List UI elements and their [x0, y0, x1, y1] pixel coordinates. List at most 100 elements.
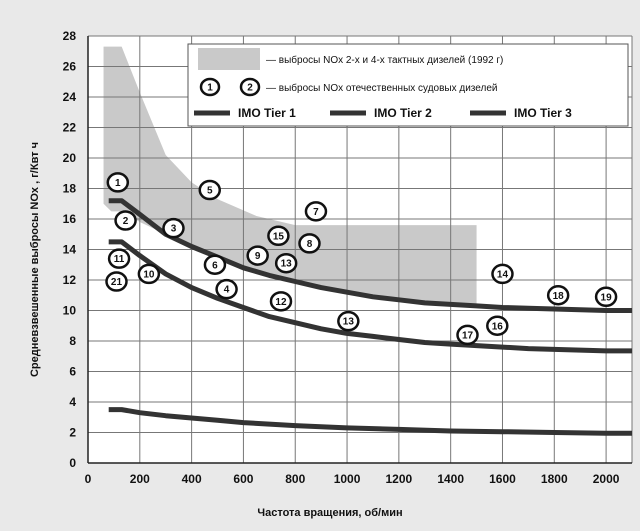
engine-marker: 13 — [274, 252, 298, 274]
marker-circle — [215, 278, 238, 300]
engine-marker: 19 — [594, 286, 618, 308]
legend-marker-sample-label: 1 — [207, 83, 213, 94]
marker-circle — [162, 217, 185, 239]
y-axis-title: Средневзвешенные выбросы NOx , г/Квт ч — [29, 142, 41, 377]
legend-marker-sample — [199, 77, 221, 97]
marker-label: 18 — [553, 291, 565, 302]
y-tick-label: 8 — [69, 334, 76, 348]
engine-marker: 10 — [137, 263, 161, 285]
marker-label: 9 — [255, 251, 261, 262]
marker-circle — [456, 324, 479, 346]
y-tick-label: 6 — [69, 365, 76, 379]
y-tick-label: 2 — [69, 426, 76, 440]
marker-circle — [269, 291, 293, 312]
engine-marker: 17 — [456, 324, 479, 346]
y-tick-label: 24 — [63, 90, 77, 104]
marker-circle — [337, 310, 360, 332]
engine-marker: 3 — [162, 217, 185, 239]
legend-marker-sample-label: 2 — [247, 83, 253, 94]
x-tick-label: 1600 — [489, 472, 516, 486]
legend-label-tier-3: IMO Tier 3 — [514, 106, 572, 120]
engine-marker: 1 — [106, 172, 130, 193]
marker-label: 1 — [115, 178, 121, 189]
x-tick-label: 400 — [182, 472, 202, 486]
marker-circle — [198, 179, 222, 201]
marker-circle — [491, 263, 514, 285]
marker-circle — [137, 263, 161, 285]
x-tick-label: 600 — [233, 472, 253, 486]
marker-circle — [203, 254, 227, 275]
engine-marker: 9 — [246, 245, 269, 266]
marker-circle — [298, 233, 321, 254]
marker-label: 5 — [207, 186, 213, 197]
marker-circle — [304, 201, 328, 222]
legend-box — [187, 43, 629, 127]
marker-circle — [106, 172, 130, 193]
marker-label: 17 — [462, 330, 474, 341]
engine-marker: 8 — [298, 233, 321, 254]
engine-marker: 5 — [198, 179, 222, 201]
y-tick-label: 10 — [63, 304, 77, 318]
engine-marker: 6 — [203, 254, 227, 275]
y-tick-label: 0 — [69, 456, 76, 470]
series-line-tier-2 — [108, 239, 632, 354]
legend-band-label: — выбросы NOx 2-х и 4-х тактных дизелей … — [266, 54, 503, 66]
y-tick-label: 18 — [63, 182, 77, 196]
marker-label: 11 — [114, 254, 125, 265]
marker-label: 10 — [143, 269, 155, 280]
series-line-tier-3 — [108, 407, 632, 436]
marker-label: 2 — [123, 216, 129, 227]
x-tick-label: 0 — [85, 472, 92, 486]
marker-label: 7 — [313, 207, 319, 218]
marker-label: 16 — [492, 321, 504, 332]
legend-marker-sample — [239, 77, 261, 97]
y-tick-label: 16 — [63, 212, 77, 226]
x-tick-label: 1800 — [541, 472, 568, 486]
marker-label: 13 — [281, 259, 293, 270]
marker-circle — [107, 248, 131, 269]
marker-label: 21 — [111, 277, 123, 288]
marker-circle — [267, 225, 290, 247]
engine-marker: 7 — [304, 201, 328, 222]
x-tick-label: 800 — [285, 472, 305, 486]
engine-marker: 14 — [491, 263, 514, 285]
engine-marker: 2 — [114, 210, 137, 231]
marker-label: 15 — [273, 231, 285, 242]
x-tick-label: 200 — [130, 472, 150, 486]
y-tick-label: 12 — [63, 273, 77, 287]
engine-marker: 18 — [546, 285, 570, 306]
y-tick-label: 4 — [69, 395, 76, 409]
legend-band-swatch — [198, 48, 260, 70]
series-line-tier-1 — [108, 198, 632, 313]
x-tick-label: 1200 — [386, 472, 413, 486]
engine-marker: 21 — [105, 271, 128, 292]
marker-label: 8 — [307, 239, 313, 250]
marker-label: 3 — [171, 224, 177, 235]
marker-circle — [594, 286, 618, 308]
marker-label: 14 — [497, 269, 509, 280]
engine-marker: 13 — [337, 310, 360, 332]
legend-label-tier-1: IMO Tier 1 — [238, 106, 296, 120]
marker-label: 6 — [212, 260, 218, 271]
legend-marker-label: — выбросы NOx отечественных судовых дизе… — [266, 82, 497, 94]
marker-label: 13 — [343, 317, 355, 328]
y-tick-label: 22 — [63, 121, 77, 135]
y-tick-label: 28 — [63, 29, 77, 43]
x-tick-label: 1000 — [334, 472, 361, 486]
legend-label-tier-2: IMO Tier 2 — [374, 106, 432, 120]
y-tick-label: 26 — [63, 60, 77, 74]
marker-label: 12 — [275, 297, 287, 308]
engine-marker: 12 — [269, 291, 293, 312]
x-tick-label: 2000 — [593, 472, 620, 486]
x-axis-title: Частота вращения, об/мин — [257, 507, 402, 519]
engine-marker: 16 — [486, 315, 509, 336]
x-tick-label: 1400 — [437, 472, 464, 486]
engine-marker: 4 — [215, 278, 238, 300]
marker-circle — [105, 271, 128, 292]
marker-circle — [486, 315, 509, 336]
marker-label: 19 — [601, 292, 613, 303]
y-tick-label: 20 — [63, 151, 77, 165]
marker-circle — [114, 210, 137, 231]
marker-circle — [546, 285, 570, 306]
